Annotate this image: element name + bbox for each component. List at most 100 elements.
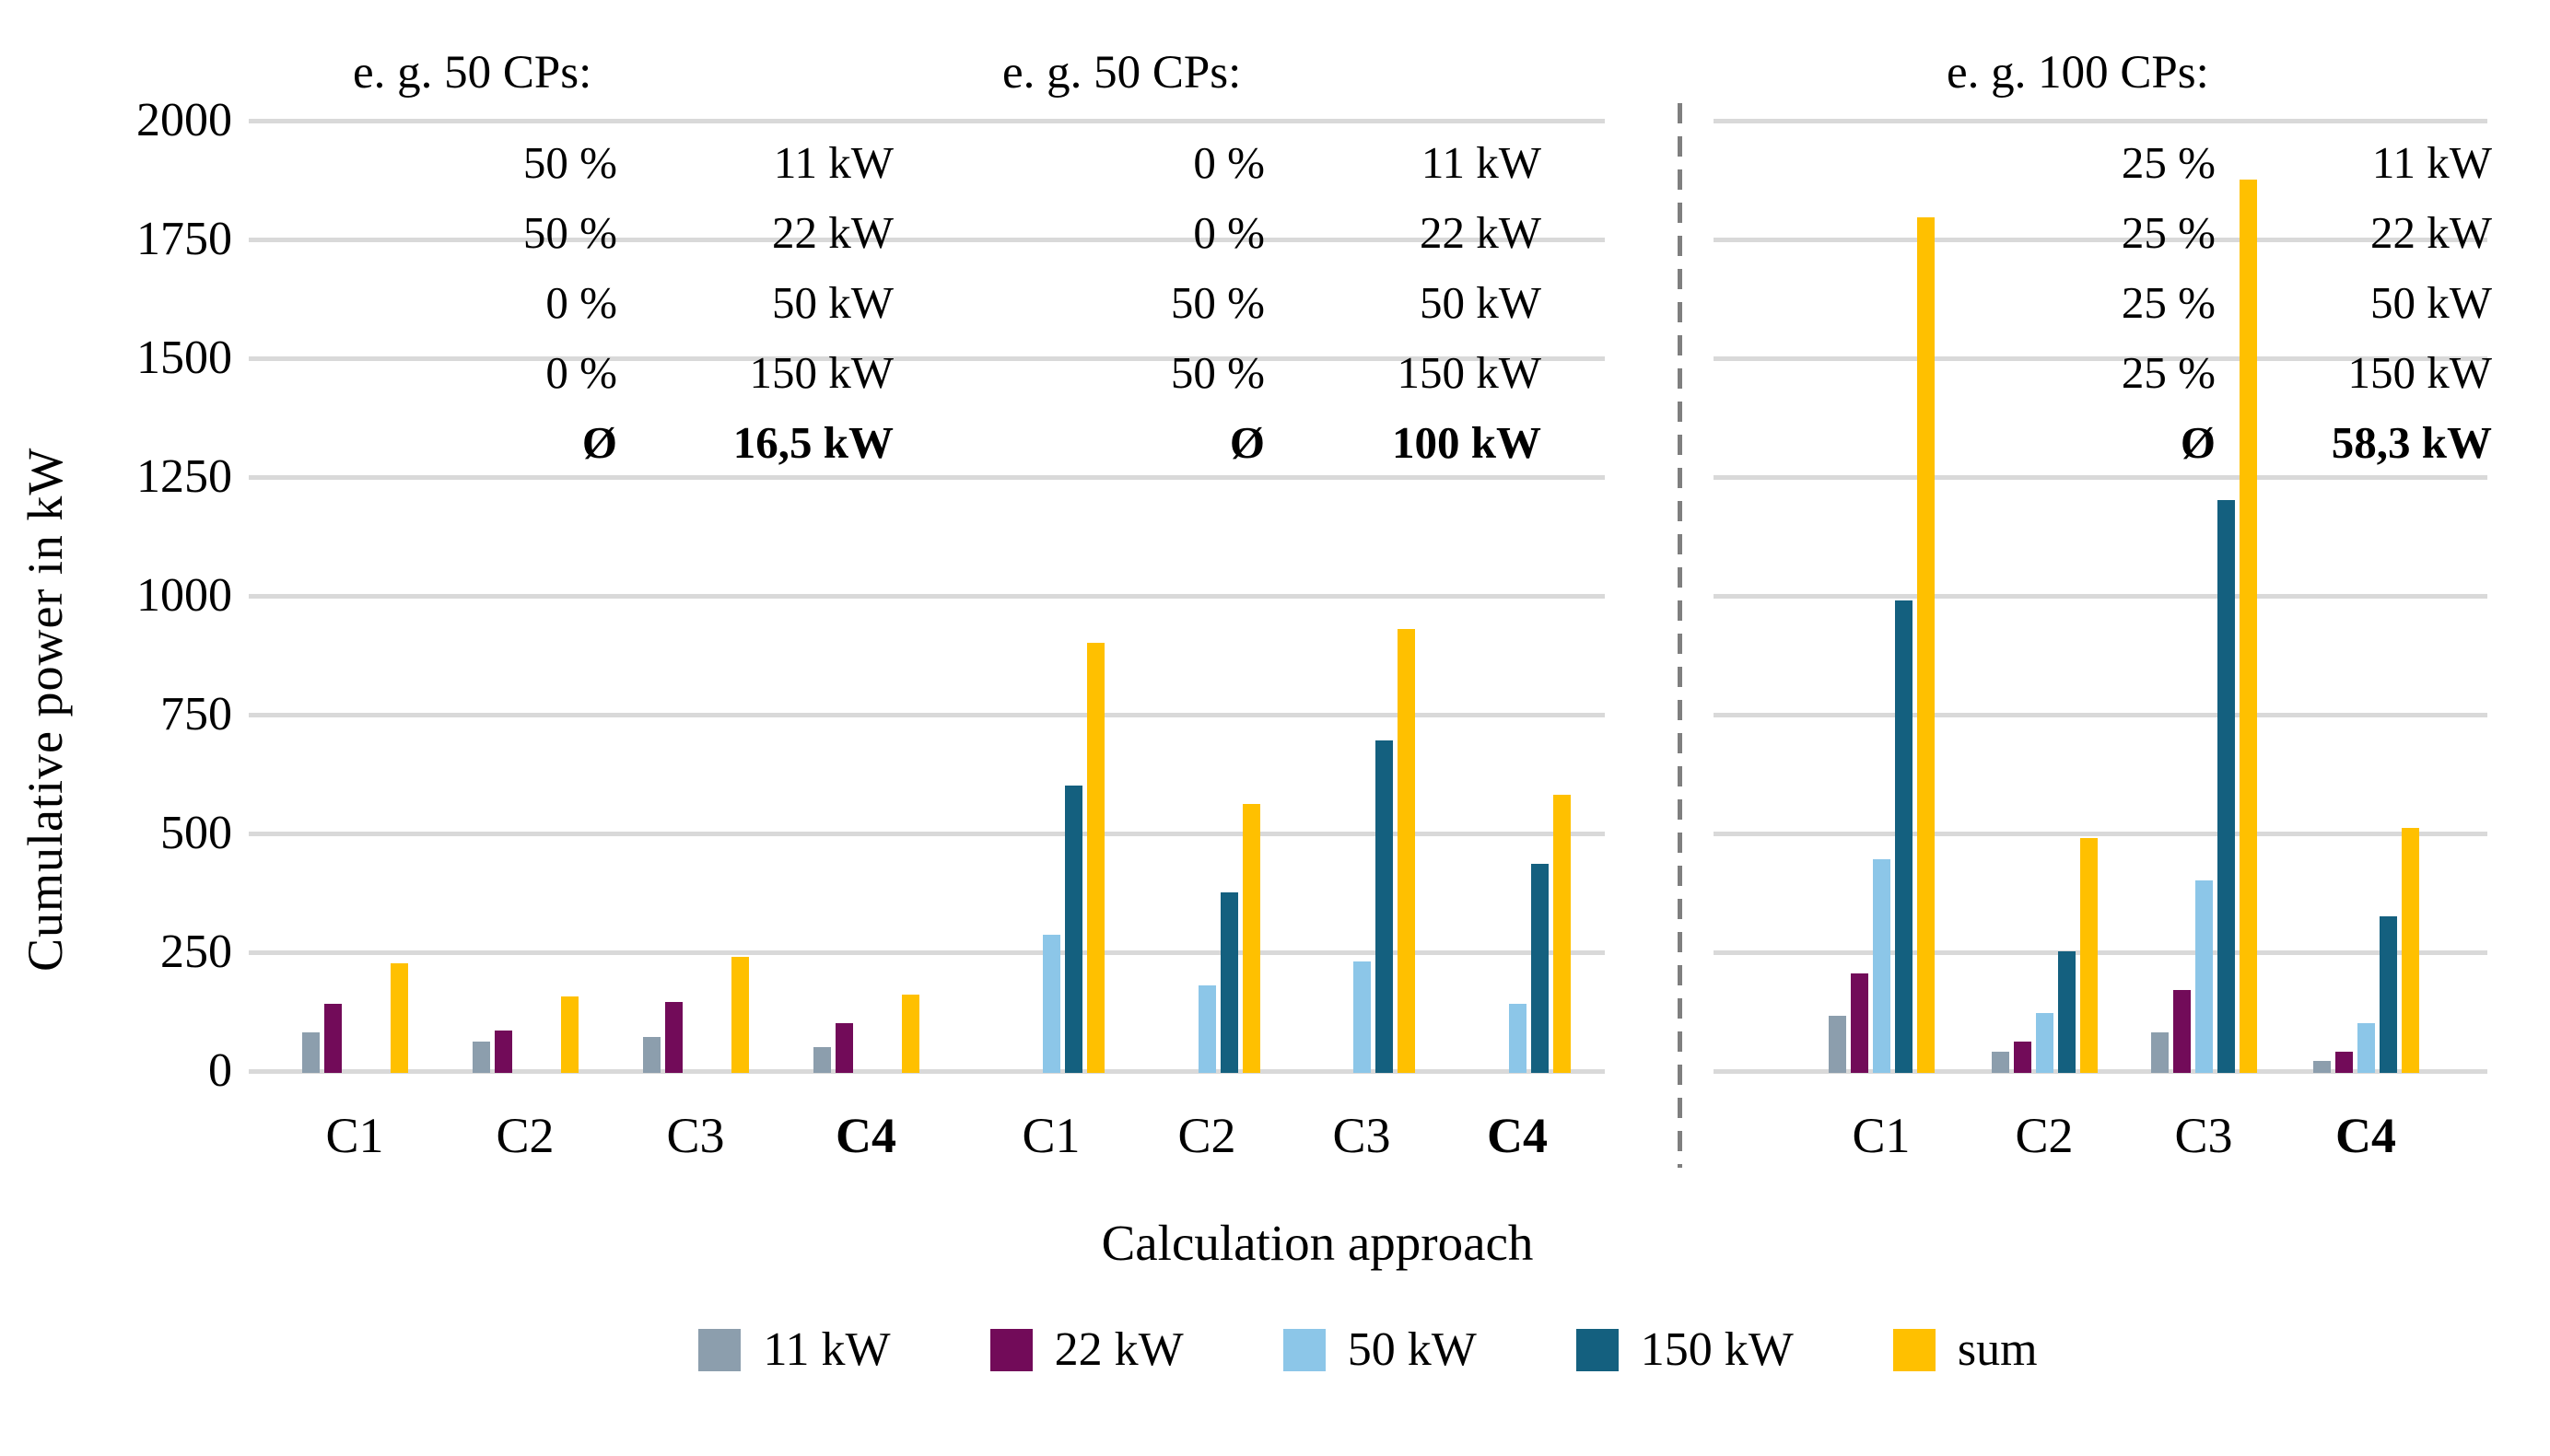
mix-power: 50 kW [772, 277, 894, 328]
bar-150kW-panel2-C4 [1531, 864, 1549, 1073]
average-symbol: Ø [2180, 417, 2216, 468]
bar-group-panel3-C2 [1992, 838, 2098, 1073]
gridline-1250 [249, 475, 1605, 480]
mix-power: 11 kW [1421, 137, 1541, 188]
bar-22kW-panel3-C4 [2335, 1052, 2353, 1073]
average-value: 16,5 kW [732, 417, 894, 468]
bar-11kW-panel3-C4 [2313, 1061, 2331, 1073]
average-row-panel2: Ø 100 kW [970, 408, 1541, 478]
bar-150kW-panel2-C3 [1375, 740, 1393, 1073]
mix-power: 50 kW [1420, 277, 1541, 328]
gridline-750 [1714, 713, 2487, 717]
bar-group-panel1-C4 [813, 995, 919, 1073]
gridline-1500 [1714, 356, 2487, 361]
legend-label: 22 kW [1054, 1323, 1184, 1376]
mix-share: 0 % [1193, 137, 1265, 188]
mix-row-panel1-1: 50 % 11 kW [322, 128, 894, 198]
bar-11kW-panel1-C4 [813, 1047, 831, 1073]
mix-power: 150 kW [1397, 347, 1542, 398]
legend-swatch-icon-50kW [1282, 1328, 1326, 1371]
y-tick-0: 0 [208, 1044, 232, 1097]
bar-50kW-panel3-C4 [2357, 1023, 2375, 1073]
x-category-panel3-C4: C4 [2335, 1108, 2396, 1163]
bar-group-panel1-C2 [473, 996, 579, 1073]
mix-power: 50 kW [2370, 277, 2492, 328]
bar-11kW-panel1-C2 [473, 1042, 490, 1073]
gridline-250 [1714, 950, 2487, 955]
mix-power: 11 kW [773, 137, 894, 188]
panel1-example-title: e. g. 50 CPs: [353, 47, 592, 99]
y-tick-750: 750 [160, 688, 232, 740]
gridline-1000 [249, 594, 1605, 599]
bar-sum-panel3-C1 [1917, 217, 1935, 1073]
legend-swatch-icon-sum [1892, 1328, 1936, 1371]
x-axis-title: Calculation approach [1101, 1215, 1534, 1271]
mix-power: 11 kW [2371, 137, 2492, 188]
average-value: 100 kW [1391, 417, 1541, 468]
average-row-panel3: Ø 58,3 kW [1921, 408, 2492, 478]
x-category-panel2-C2: C2 [1177, 1108, 1236, 1163]
bar-sum-panel2-C1 [1087, 643, 1105, 1073]
x-category-panel1-C3: C3 [666, 1108, 725, 1163]
bar-sum-panel1-C4 [902, 995, 919, 1073]
bar-sum-panel3-C2 [2080, 838, 2098, 1073]
bar-22kW-panel3-C1 [1851, 973, 1868, 1073]
mix-share: 25 % [2121, 277, 2216, 328]
gridline-1750 [249, 238, 1605, 242]
gridline-2000 [249, 119, 1605, 123]
bar-sum-panel2-C3 [1398, 629, 1415, 1073]
bar-group-panel2-C1 [999, 643, 1105, 1073]
panel3-example-title: e. g. 100 CPs: [1947, 47, 2209, 99]
mix-share: 50 % [1170, 277, 1265, 328]
mix-row-panel1-3: 0 % 50 kW [322, 268, 894, 338]
mix-power: 22 kW [1420, 207, 1541, 258]
plot-area-right [1714, 119, 2487, 1074]
x-category-panel3-C3: C3 [2174, 1108, 2233, 1163]
mix-share: 0 % [545, 277, 617, 328]
bar-150kW-panel2-C1 [1065, 786, 1082, 1073]
legend-label: 50 kW [1347, 1323, 1477, 1376]
mix-power: 150 kW [2347, 347, 2493, 398]
mix-power: 150 kW [749, 347, 895, 398]
panel2-example-title: e. g. 50 CPs: [1002, 47, 1242, 99]
gridline-1500 [249, 356, 1605, 361]
legend-item-11kW: 11 kW [698, 1322, 891, 1377]
bar-group-panel1-C3 [643, 957, 749, 1073]
bar-22kW-panel1-C1 [324, 1004, 342, 1073]
plot-area-left [249, 119, 1605, 1074]
bar-sum-panel3-C3 [2240, 180, 2257, 1073]
x-category-panel2-C3: C3 [1332, 1108, 1391, 1163]
legend-label: 11 kW [763, 1323, 891, 1376]
mix-share: 0 % [1193, 207, 1265, 258]
legend-label: sum [1957, 1323, 2038, 1376]
bar-sum-panel3-C4 [2402, 828, 2419, 1073]
average-row-panel1: Ø 16,5 kW [322, 408, 894, 478]
y-tick-1500: 1500 [136, 332, 232, 384]
bar-group-panel2-C3 [1309, 629, 1415, 1073]
y-tick-2000: 2000 [136, 94, 232, 146]
mix-row-panel3-2: 25 % 22 kW [1921, 198, 2492, 268]
bar-22kW-panel3-C2 [2014, 1042, 2031, 1073]
mix-share: 50 % [1170, 347, 1265, 398]
bar-22kW-panel1-C3 [665, 1002, 683, 1073]
bar-50kW-panel2-C4 [1509, 1004, 1526, 1073]
legend-item-22kW: 22 kW [989, 1322, 1184, 1377]
legend-label: 150 kW [1640, 1323, 1794, 1376]
bar-group-panel2-C2 [1154, 804, 1260, 1073]
x-category-panel1-C1: C1 [325, 1108, 384, 1163]
bar-sum-panel2-C4 [1553, 795, 1571, 1073]
legend-swatch-icon-11kW [698, 1328, 742, 1371]
mix-share: 50 % [522, 137, 617, 188]
panel-divider-dashed-line [1678, 103, 1682, 1168]
mix-row-panel2-3: 50 % 50 kW [970, 268, 1541, 338]
bar-11kW-panel3-C3 [2151, 1032, 2169, 1073]
average-value: 58,3 kW [2331, 417, 2492, 468]
y-tick-1250: 1250 [136, 450, 232, 503]
bar-group-panel3-C4 [2313, 828, 2419, 1073]
bar-150kW-panel3-C1 [1895, 600, 1912, 1073]
legend-swatch-icon-22kW [989, 1328, 1033, 1371]
average-symbol: Ø [581, 417, 617, 468]
gridline-0 [1714, 1069, 2487, 1074]
y-tick-1000: 1000 [136, 569, 232, 622]
legend-item-150kW: 150 kW [1575, 1322, 1794, 1377]
